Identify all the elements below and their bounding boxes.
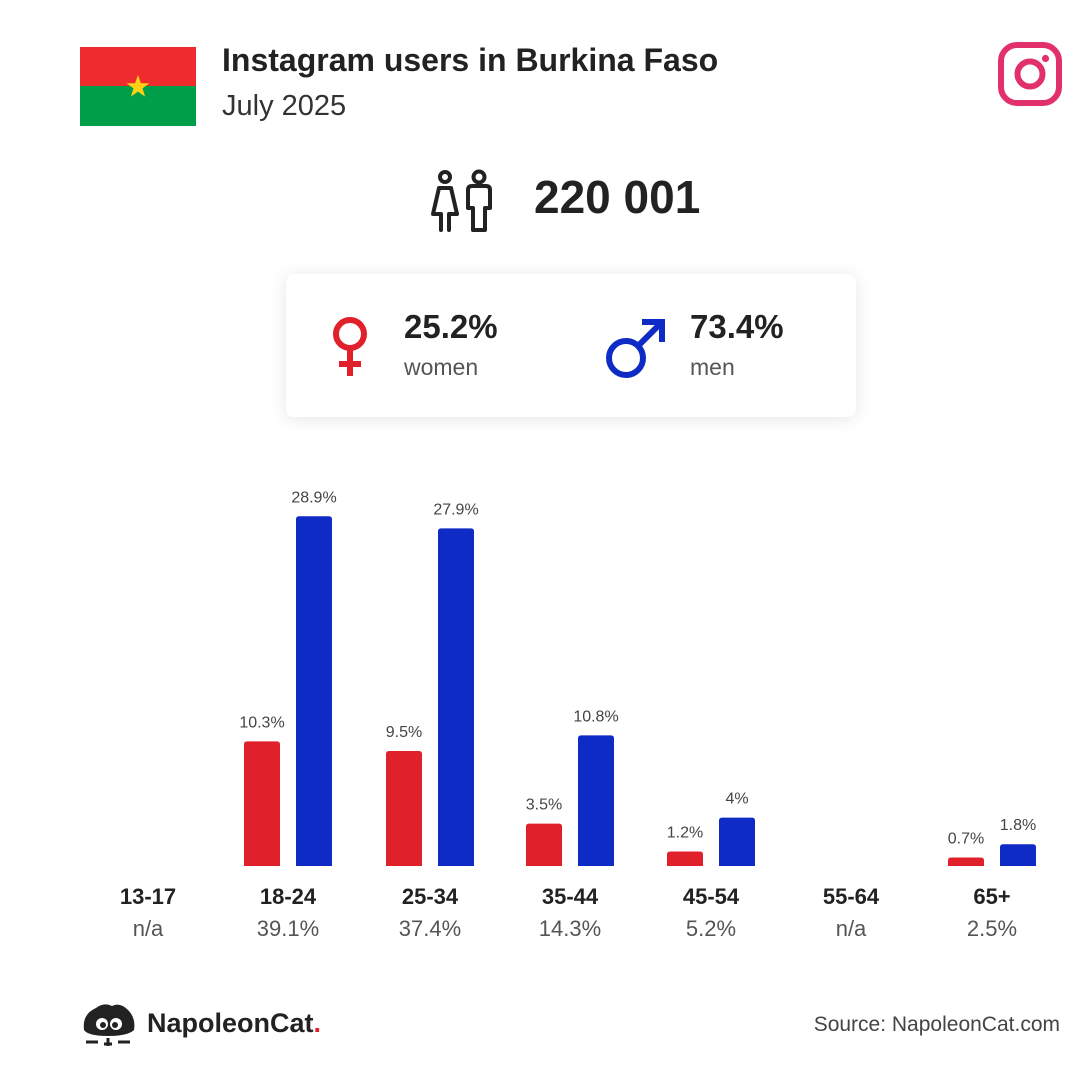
age-total-13-17: n/a [132,916,164,941]
gender-split-card: 25.2% women 73.4% men [286,274,856,417]
bar-value-label-65plus-series-1: 0.7% [948,831,984,848]
bar-18-24-series-1 [244,741,280,866]
bar-value-label-45-54-series-2: 4% [725,791,748,808]
age-label-65plus: 65+ [973,884,1011,909]
age-label-45-54: 45-54 [682,884,740,909]
source-note: Source: NapoleonCat.com [813,1013,1060,1036]
age-label-35-44: 35-44 [541,884,599,909]
age-total-45-54: 5.2% [685,916,737,941]
bar-value-label-35-44-series-1: 3.5% [526,797,562,814]
bar-value-label-35-44-series-2: 10.8% [573,708,618,725]
age-total-35-44: 14.3% [538,916,602,941]
bar-value-label-45-54-series-1: 1.2% [667,824,703,841]
bar-value-label-25-34-series-2: 27.9% [433,501,478,518]
brand-name: NapoleonCat. [147,1008,321,1039]
bar-65plus-series-1 [948,857,984,866]
age-total-55-64: n/a [835,916,867,941]
page-title: Instagram users in Burkina Faso [222,42,719,78]
bar-45-54-series-2 [719,817,755,866]
age-total-65plus: 2.5% [966,916,1018,941]
age-label-25-34: 25-34 [401,884,459,909]
men-percent: 73.4% [690,308,784,345]
bar-65plus-series-2 [1000,844,1036,866]
bar-45-54-series-1 [667,851,703,866]
women-label: women [404,354,479,380]
age-label-18-24: 18-24 [259,884,317,909]
age-total-18-24: 39.1% [256,916,320,941]
burkina-faso-flag [80,47,196,126]
men-label: men [690,354,735,380]
bar-value-label-25-34-series-1: 9.5% [386,724,422,741]
age-total-25-34: 37.4% [398,916,462,941]
bar-18-24-series-2 [296,516,332,866]
bar-value-label-18-24-series-1: 10.3% [239,714,284,731]
bar-25-34-series-1 [386,751,422,866]
age-label-55-64: 55-64 [822,884,880,909]
bar-value-label-18-24-series-2: 28.9% [291,489,336,506]
women-percent: 25.2% [404,308,498,345]
brand-name-text: NapoleonCat [147,1008,314,1038]
napoleoncat-icon [83,1004,135,1046]
age-label-13-17: 13-17 [119,884,177,909]
instagram-icon [998,42,1062,106]
users-icon [431,169,492,232]
bar-35-44-series-1 [526,823,562,866]
bar-25-34-series-2 [438,528,474,866]
bar-35-44-series-2 [578,735,614,866]
total-users-value: 220 001 [534,171,701,223]
bar-value-label-65plus-series-2: 1.8% [1000,817,1036,834]
male-icon [606,319,665,378]
page-subtitle: July 2025 [222,90,347,122]
brand-dot: . [313,1008,322,1038]
female-icon [333,317,367,376]
